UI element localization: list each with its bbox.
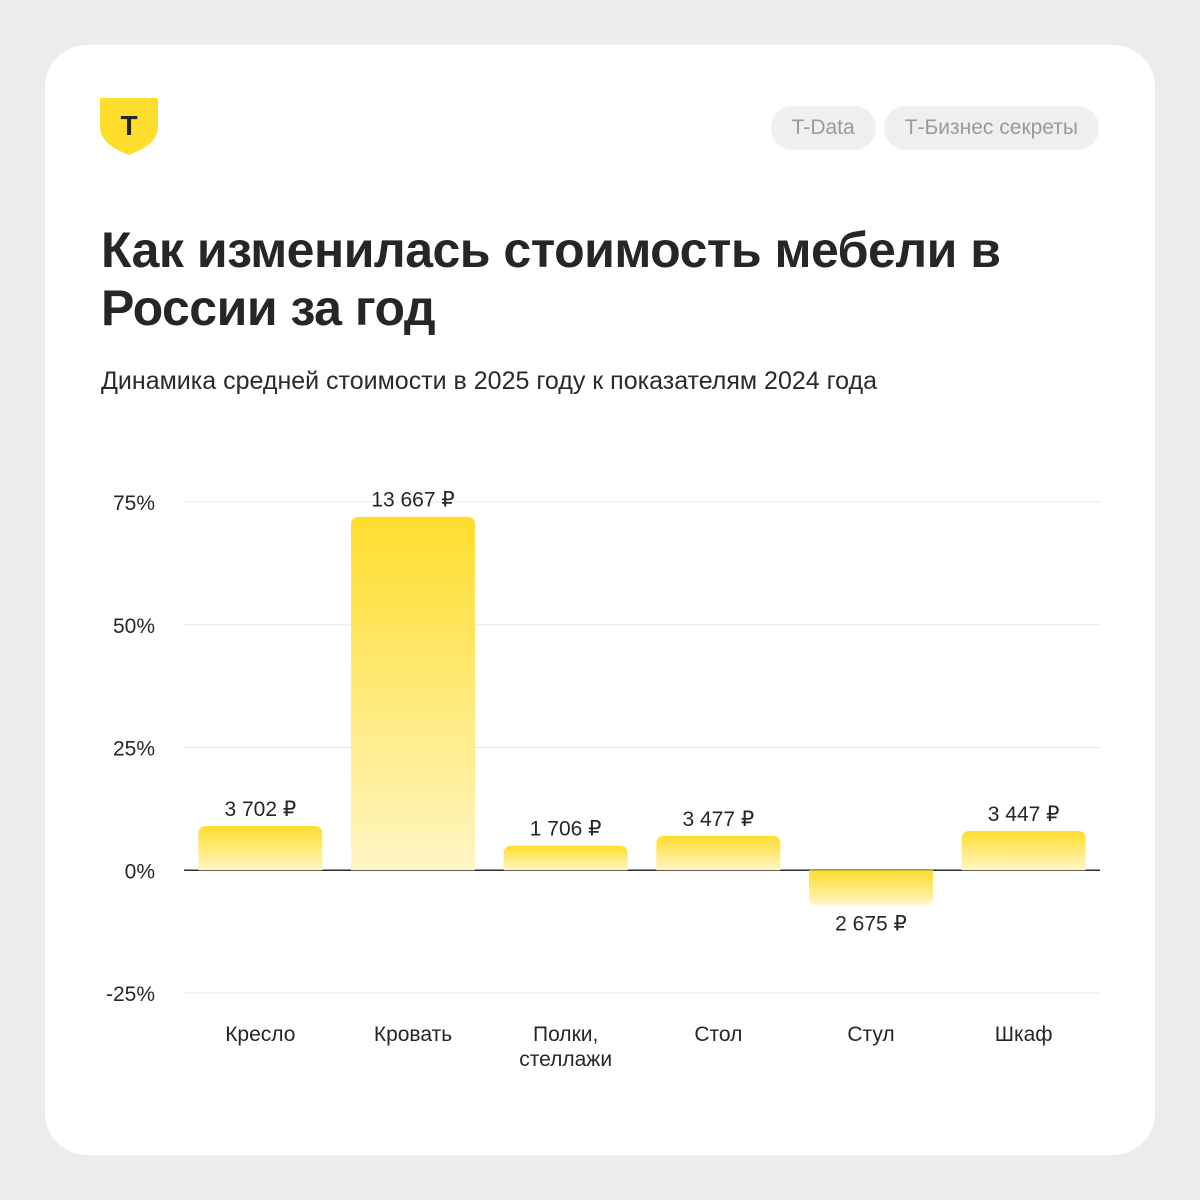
y-tick-label: -25% [106,983,155,1006]
category-label-line: Стул [847,1023,894,1046]
data-label: 1 706 ₽ [530,818,602,841]
category-label: Полки, стеллажи [519,1023,612,1071]
category-label: Шкаф [995,1023,1053,1046]
category-label-line: Полки, [533,1023,598,1046]
tag-t-data[interactable]: T-Data [770,106,876,150]
t-bank-logo-icon: T [100,98,158,155]
category-label: Кровать [374,1023,452,1046]
page-subtitle: Динамика средней стоимости в 2025 году к… [101,367,878,395]
data-label: 3 702 ₽ [224,798,296,821]
category-label: Стол [694,1023,742,1046]
data-label: 3 477 ₽ [682,808,754,831]
bar [961,830,1086,871]
bar [809,870,933,905]
tag-business-secrets[interactable]: Т-Бизнес секреты [883,106,1099,150]
category-label-line: стеллажи [519,1048,612,1071]
y-tick-label: 0% [125,860,155,883]
data-label: 2 675 ₽ [835,913,907,936]
category-label-line: Шкаф [995,1023,1053,1046]
infographic-card: T T-Data Т-Бизнес секреты Как изменилась… [45,45,1155,1155]
data-label: 3 447 ₽ [988,803,1060,826]
bar-chart: 75% 50% 25% 0% -25% 3 702 ₽ Кресло 13 667 ₽ Кров… [106,489,1100,1071]
category-label-line: Стол [694,1023,742,1046]
category-label-line: Кровать [374,1023,452,1046]
logo-shield-shape [100,98,158,155]
y-tick-label: 25% [113,738,155,761]
bar [351,516,475,871]
y-tick-label: 50% [113,615,155,638]
category-label-line: Кресло [225,1023,295,1046]
chart-grid [184,501,1100,994]
page-title: Как изменилась стоимость мебели в России… [101,222,1001,336]
bar [656,835,781,871]
chart-labels: 75% 50% 25% 0% -25% 3 702 ₽ Кресло 13 667 ₽ Кров… [106,489,1060,1071]
bar [503,845,628,871]
category-label: Стул [847,1023,894,1046]
logo-letter: T [120,110,137,141]
data-label: 13 667 ₽ [371,489,454,512]
tag-list: T-Data Т-Бизнес секреты [770,106,1099,150]
chart-bars [198,516,1086,905]
category-label: Кресло [225,1023,295,1046]
y-tick-label: 75% [113,492,155,515]
bar [198,826,323,871]
